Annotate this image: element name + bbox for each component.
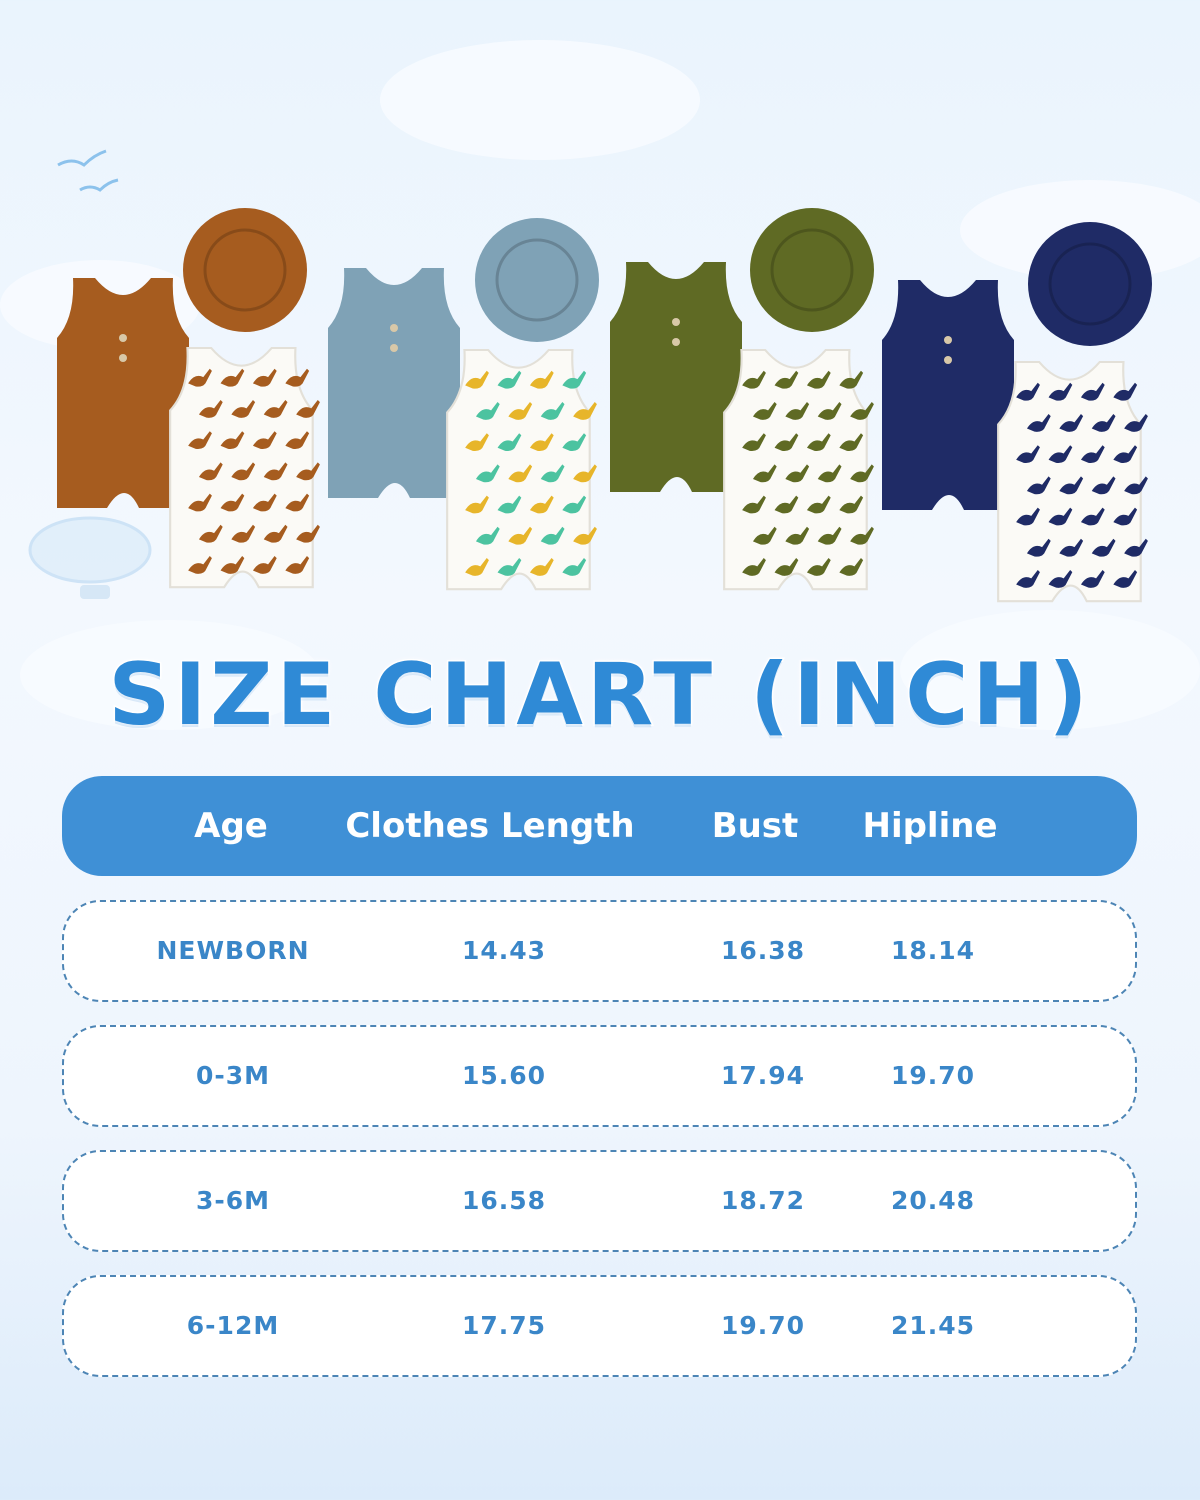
header-clothes-length: Clothes Length — [345, 806, 635, 846]
table-row: 0-3M 15.60 17.94 19.70 — [62, 1025, 1137, 1127]
product-images — [28, 149, 1152, 603]
cell-clothes-length: 16.58 — [461, 1186, 547, 1215]
cell-age: 3-6M — [195, 1186, 271, 1215]
background-cloud — [900, 610, 1200, 730]
cell-clothes-length: 15.60 — [461, 1061, 547, 1090]
header-hipline: Hipline — [862, 806, 998, 846]
cell-clothes-length: 17.75 — [461, 1311, 547, 1340]
solid-romper-icon — [57, 278, 189, 508]
solid-romper-icon — [882, 280, 1014, 510]
table-row: 6-12M 17.75 19.70 21.45 — [62, 1275, 1137, 1377]
table-header: Age Clothes Length Bust Hipline — [62, 776, 1137, 876]
background-cloud — [380, 40, 700, 160]
dino-print-romper-icon — [169, 346, 320, 589]
table-row: NEWBORN 14.43 16.38 18.14 — [62, 900, 1137, 1002]
cell-age: NEWBORN — [156, 936, 310, 965]
product-set — [882, 222, 1152, 603]
airship-icon — [28, 516, 152, 599]
product-set — [57, 208, 320, 589]
cell-age: 0-3M — [195, 1061, 271, 1090]
page-title: SIZE CHART (INCH) — [107, 644, 1092, 747]
cell-clothes-length: 14.43 — [461, 936, 547, 965]
solid-romper-icon — [328, 268, 460, 498]
header-age: Age — [194, 806, 268, 846]
dino-print-romper-icon — [446, 348, 597, 591]
cell-hipline: 18.14 — [890, 936, 976, 965]
bucket-hat-icon — [475, 218, 599, 342]
cell-bust: 19.70 — [720, 1311, 806, 1340]
cell-bust: 16.38 — [720, 936, 806, 965]
header-bust: Bust — [711, 806, 799, 846]
bucket-hat-icon — [1028, 222, 1152, 346]
product-set — [328, 218, 599, 591]
dino-print-romper-icon — [997, 360, 1148, 603]
table-row: 3-6M 16.58 18.72 20.48 — [62, 1150, 1137, 1252]
product-set — [610, 208, 874, 591]
cell-age: 6-12M — [186, 1311, 280, 1340]
cell-bust: 18.72 — [720, 1186, 806, 1215]
cell-hipline: 20.48 — [890, 1186, 976, 1215]
dino-print-romper-icon — [723, 348, 874, 591]
cell-hipline: 19.70 — [890, 1061, 976, 1090]
bucket-hat-icon — [750, 208, 874, 332]
cell-hipline: 21.45 — [890, 1311, 976, 1340]
background-cloud — [20, 620, 320, 730]
bucket-hat-icon — [183, 208, 307, 332]
birds-icon — [57, 149, 119, 192]
solid-romper-icon — [610, 262, 742, 492]
cell-bust: 17.94 — [720, 1061, 806, 1090]
